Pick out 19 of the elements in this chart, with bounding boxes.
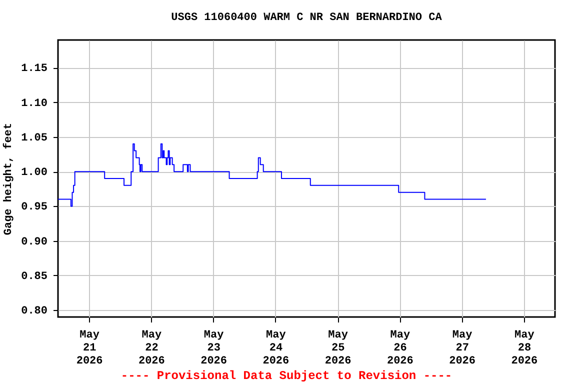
x-tick-label: May 21 2026: [76, 330, 103, 368]
x-tick-label: May 22 2026: [138, 330, 165, 368]
y-tick-label: 0.80: [21, 306, 48, 318]
y-tick-label: 1.15: [21, 63, 48, 76]
x-tick-label: May 27 2026: [449, 330, 476, 368]
y-tick-label: 0.85: [21, 270, 48, 283]
y-tick-label: 0.90: [21, 236, 48, 248]
y-tick-label: 1.10: [21, 98, 48, 110]
x-tick-label: May 24 2026: [262, 330, 290, 368]
x-tick-label: May 26 2026: [386, 330, 414, 368]
text: ---- Provisional Data Subject to Revision ----: [120, 369, 452, 383]
x-tick-label: May 28 2026: [511, 330, 538, 368]
x-tick-label: May 25 2026: [324, 330, 352, 368]
x-tick-label: May 23 2026: [200, 330, 228, 368]
y-tick-label: 1.05: [21, 132, 48, 144]
y-tick-label: 1.00: [21, 167, 48, 180]
chart-title: USGS 11060400 WARM C NR SAN BERNARDINO CA: [171, 12, 442, 24]
y-tick-label: 0.95: [21, 202, 48, 214]
y-axis-title: Gage height, feet: [2, 122, 16, 236]
